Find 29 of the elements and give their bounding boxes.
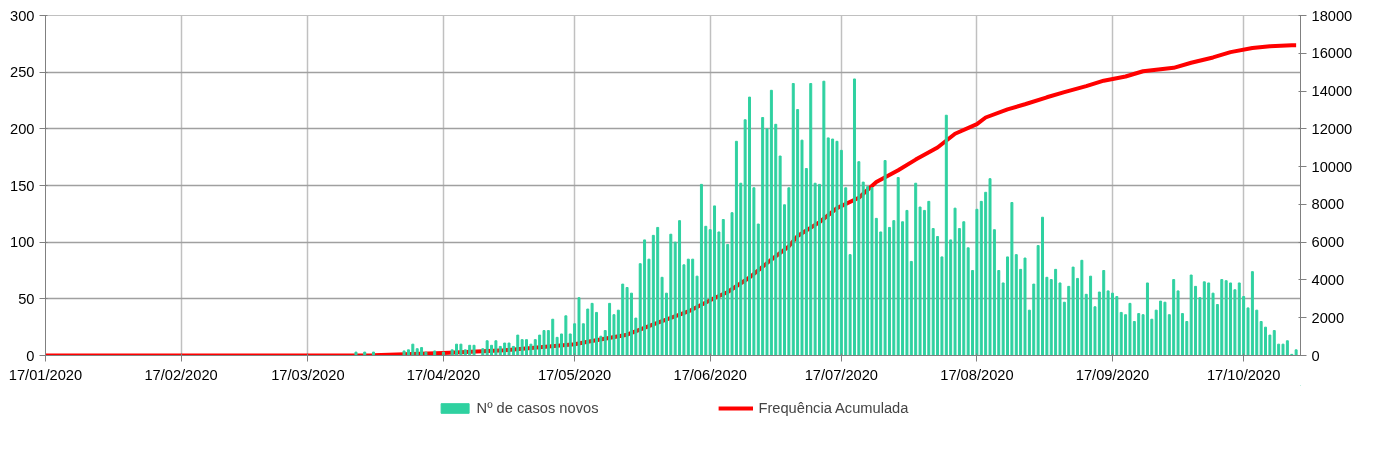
x-tick-label: 17/02/2020 [144, 366, 218, 383]
y2-tick-label: 18000 [1311, 7, 1353, 24]
y-tick-label: 300 [10, 7, 35, 24]
y-tick-label: 150 [10, 177, 35, 194]
x-tick-label: 17/05/2020 [537, 366, 612, 383]
y2-tick-label: 4000 [1311, 271, 1345, 288]
legend-label: Frequência Acumulada [758, 399, 909, 416]
x-tick-label: 17/06/2020 [673, 366, 747, 383]
y2-tick-label: 14000 [1311, 83, 1353, 100]
y-tick-label: 50 [18, 290, 35, 307]
y-tick-label: 250 [10, 64, 35, 81]
x-tick-label: 17/01/2020 [8, 366, 83, 383]
x-tick-label: 17/03/2020 [271, 366, 345, 383]
x-tick-label: 17/08/2020 [940, 366, 1014, 383]
legend-label: Nº de casos novos [476, 399, 599, 416]
x-tick-label: 17/04/2020 [406, 366, 481, 383]
y2-tick-label: 16000 [1311, 45, 1353, 62]
y2-tick-label: 2000 [1311, 309, 1345, 326]
y-tick-label: 200 [10, 120, 35, 137]
x-tick-label: 17/09/2020 [1075, 366, 1150, 383]
y2-tick-label: 8000 [1311, 196, 1345, 213]
y2-tick-label: 6000 [1311, 234, 1345, 251]
y2-tick-label: 0 [1311, 347, 1320, 364]
x-tick-label: 17/10/2020 [1206, 366, 1281, 383]
y2-tick-label: 10000 [1311, 158, 1353, 175]
y2-tick-label: 12000 [1311, 120, 1353, 137]
y-tick-label: 0 [26, 347, 35, 364]
x-tick-label: 17/07/2020 [804, 366, 879, 383]
y-tick-label: 100 [10, 234, 35, 251]
